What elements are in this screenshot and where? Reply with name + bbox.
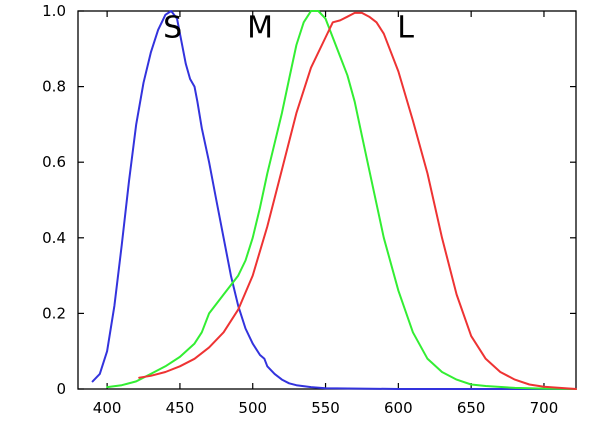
y-tick-label: 0 (56, 380, 66, 398)
y-tick-label: 1.0 (42, 2, 66, 20)
series-lines (91, 10, 577, 390)
series-line-m (106, 10, 577, 390)
x-tick-label: 550 (311, 399, 340, 417)
x-tick-label: 500 (238, 399, 267, 417)
y-tick-label: 0.2 (42, 304, 66, 322)
y-tick-label: 0.8 (42, 78, 66, 96)
y-tick-label: 0.6 (42, 153, 66, 171)
series-label-l: L (397, 10, 414, 45)
y-axis: 0 0.2 0.4 0.6 0.8 1.0 (42, 2, 576, 398)
x-tick-label: 650 (457, 399, 486, 417)
x-tick-label: 700 (530, 399, 559, 417)
series-line-s (91, 10, 577, 390)
x-axis: 400 450 500 550 600 650 700 (93, 11, 558, 417)
x-tick-label: 600 (384, 399, 413, 417)
series-label-m: M (247, 10, 273, 45)
plot-frame (77, 10, 577, 390)
x-tick-label: 450 (166, 399, 195, 417)
x-tick-label: 400 (93, 399, 122, 417)
series-line-l (138, 11, 577, 390)
y-tick-label: 0.4 (42, 229, 66, 247)
series-label-s: S (163, 10, 182, 45)
